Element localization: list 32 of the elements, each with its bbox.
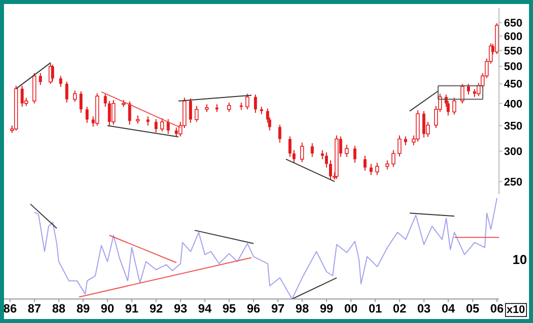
- x-tick-label: 94: [198, 302, 212, 316]
- x-tick-label: 93: [174, 302, 188, 316]
- x-tick-label: 99: [320, 302, 334, 316]
- x-tick-label: 04: [442, 302, 456, 316]
- x-tick-label: 86: [3, 302, 18, 316]
- x-tick-label: 90: [100, 302, 114, 316]
- x-tick-label: 03: [417, 302, 431, 316]
- y-tick-label: 550: [504, 45, 522, 58]
- x-tick-label: 05: [466, 302, 480, 316]
- x-tick-label: 06: [490, 302, 504, 316]
- x-tick-label: 87: [28, 302, 42, 316]
- x-tick-label: 89: [76, 302, 90, 316]
- y-tick-label: 300: [504, 146, 522, 158]
- x-tick-label: 01: [368, 302, 382, 316]
- x-tick-label: 02: [392, 302, 407, 316]
- y-tick-label: 250: [504, 176, 522, 188]
- y-tick-label: 600: [504, 30, 522, 43]
- x-tick-label: 97: [271, 302, 285, 316]
- y-tick-label: 650: [504, 18, 522, 30]
- y-tick-label: 400: [504, 98, 522, 110]
- x-tick-label: 91: [125, 302, 139, 316]
- y-tick-label: 500: [504, 61, 522, 74]
- x-tick-label: 96: [246, 302, 261, 316]
- y-tick-label: 350: [504, 120, 522, 133]
- x-tick-label: 92: [149, 302, 164, 316]
- x-tick-label: 88: [52, 302, 66, 316]
- x-tick-label: 98: [296, 302, 310, 316]
- text: 10: [512, 252, 527, 267]
- y-tick-label: 450: [504, 78, 522, 91]
- x-tick-label: 95: [222, 302, 236, 316]
- x-tick-label: 00: [344, 302, 358, 316]
- text: x10: [504, 303, 527, 317]
